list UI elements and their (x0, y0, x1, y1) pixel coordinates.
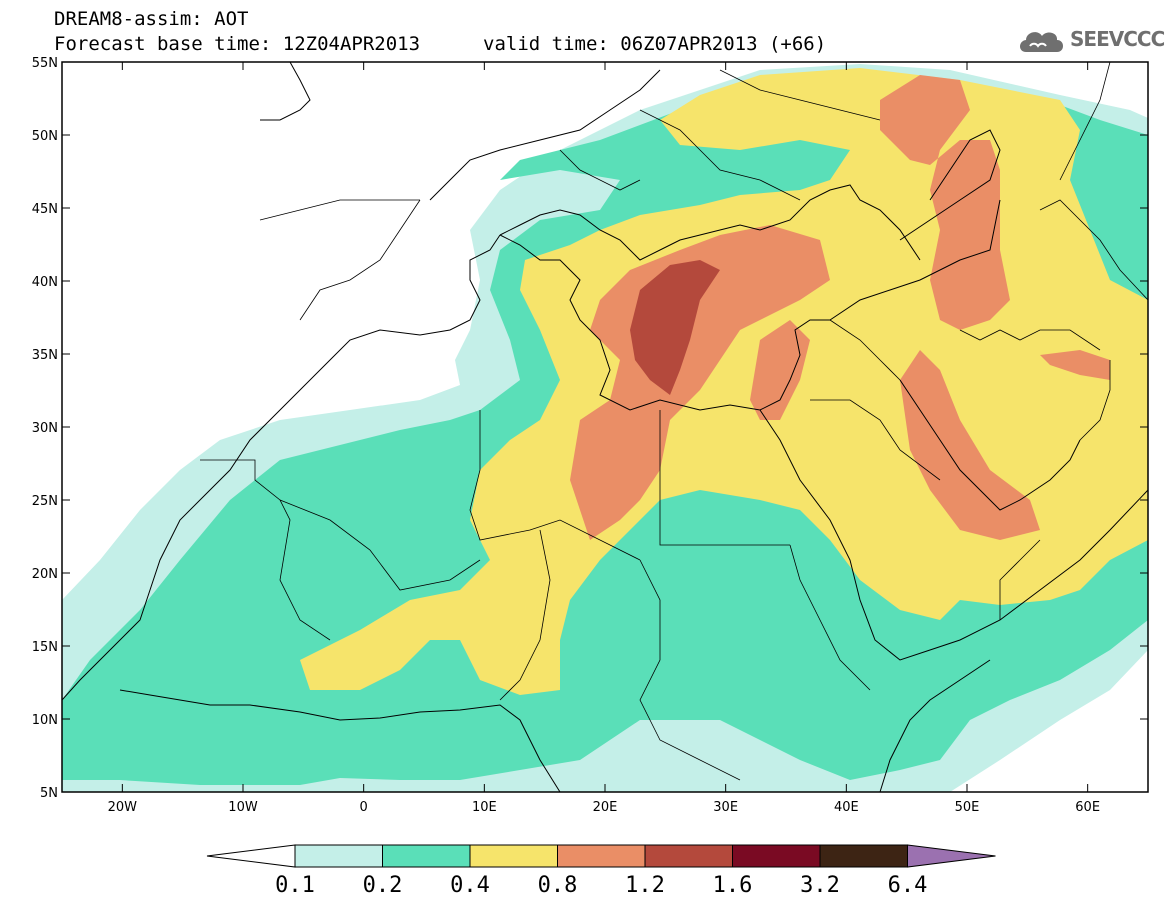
colorbar-segment (557, 844, 646, 868)
valid-time: valid time: 06Z07APR2013 (+66) (483, 33, 827, 55)
y-tick-label: 30N (32, 421, 58, 436)
x-tick-label: 50E (955, 800, 980, 815)
aot-band-0.8 (570, 225, 830, 540)
aot-band-0.8 (750, 320, 810, 420)
x-tick-label: 20E (593, 800, 618, 815)
x-tick-label: 0 (360, 800, 368, 815)
cloud-logo-icon (1020, 32, 1063, 52)
aot-field (62, 64, 1148, 792)
colorbar-label: 0.8 (538, 873, 578, 898)
y-tick-label: 50N (32, 129, 58, 144)
y-tick-label: 25N (32, 494, 58, 509)
logo-text: SEEVCCC (1070, 27, 1165, 51)
colorbar-segment (294, 844, 383, 868)
y-tick-label: 55N (32, 56, 58, 71)
y-tick-label: 20N (32, 567, 58, 582)
colorbar-over-triangle (907, 844, 996, 868)
y-tick-label: 40N (32, 275, 58, 290)
y-tick-label: 35N (32, 348, 58, 363)
aot-band-0.8 (880, 75, 1010, 330)
aot-band-1.2 (630, 260, 720, 395)
forecast-base-time: Forecast base time: 12Z04APR2013 (54, 33, 421, 55)
x-axis: 20W 10W 0 10E 20E 30E 40E 50E 60E (108, 62, 1100, 815)
colorbar-segment (644, 844, 733, 868)
colorbar: 0.1 0.2 0.4 0.8 1.2 1.6 3.2 6.4 (206, 844, 996, 898)
colorbar-label: 0.4 (450, 873, 490, 898)
seevccc-logo: SEEVCCC (1016, 22, 1165, 58)
colorbar-label: 6.4 (888, 873, 928, 898)
x-tick-label: 40E (834, 800, 859, 815)
colorbar-label: 1.6 (713, 873, 753, 898)
colorbar-segment (469, 844, 558, 868)
y-tick-label: 15N (32, 640, 58, 655)
chart-title: DREAM8-assim: AOT (54, 8, 249, 30)
y-axis: 55N 50N 45N 40N 35N 30N 25N 20N 15N 10N 5N (32, 56, 1148, 801)
aot-band-0.8 (1040, 350, 1110, 380)
y-tick-label: 45N (32, 202, 58, 217)
x-tick-label: 10E (472, 800, 497, 815)
colorbar-label: 1.2 (625, 873, 665, 898)
y-tick-label: 10N (32, 713, 58, 728)
colorbar-label: 0.2 (363, 873, 403, 898)
country-borders (200, 62, 1148, 781)
aot-band-0.8 (900, 350, 1040, 540)
aot-band-0.4 (300, 68, 1148, 695)
colorbar-segment (732, 844, 821, 868)
colorbar-label: 3.2 (800, 873, 840, 898)
x-tick-label: 10W (228, 800, 258, 815)
x-tick-label: 60E (1075, 800, 1100, 815)
x-tick-label: 30E (713, 800, 738, 815)
colorbar-segment (819, 844, 908, 868)
y-tick-label: 5N (40, 786, 58, 801)
coastlines (62, 62, 1148, 792)
colorbar-under-triangle (206, 844, 296, 868)
colorbar-segment (382, 844, 471, 868)
x-tick-label: 20W (108, 800, 138, 815)
colorbar-label: 0.1 (275, 873, 315, 898)
